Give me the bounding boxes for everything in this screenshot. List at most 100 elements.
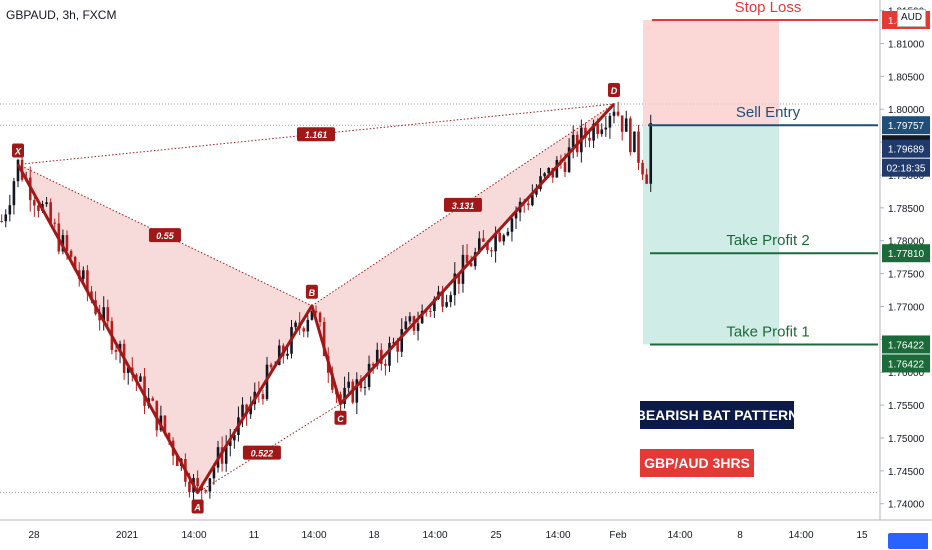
candle-body (49, 202, 52, 223)
candle-body (473, 252, 477, 267)
candle-body (322, 321, 326, 356)
candle-body (449, 295, 453, 303)
point-label-a: A (193, 503, 201, 513)
scroll-to-latest-button[interactable] (888, 533, 928, 549)
point-label-d: D (611, 86, 618, 96)
candle-body (114, 350, 118, 352)
candle-body (420, 310, 424, 324)
currency-tag[interactable]: AUD (897, 9, 926, 27)
candle-body (241, 404, 244, 418)
candle-body (37, 205, 40, 211)
ratio-label: 3.131 (452, 201, 475, 211)
candle-body (441, 291, 444, 307)
candle-body (453, 273, 457, 296)
candle-body (502, 235, 506, 242)
price-axis-label: 1.78000 (888, 237, 925, 248)
candle-body (637, 131, 640, 163)
annotation-box (640, 401, 794, 429)
price-badge-bg (882, 158, 930, 177)
time-axis-label: 15 (856, 530, 868, 541)
price-axis-label: 1.77000 (888, 302, 925, 313)
ratio-label: 0.55 (156, 231, 175, 241)
price-badge-label: 1.76422 (888, 359, 925, 370)
candle-body (404, 321, 408, 330)
candle-body (400, 329, 404, 352)
candle-body (592, 123, 595, 141)
candle-body (526, 203, 530, 206)
candle-body (567, 147, 571, 172)
candle-body (12, 181, 16, 206)
candle-body (641, 162, 644, 175)
candle-body (245, 404, 248, 415)
price-badge-bg (882, 335, 930, 354)
candle-body (649, 123, 653, 184)
price-badge-bg (882, 244, 930, 263)
ratio-label: 1.161 (305, 130, 328, 140)
candle-body (612, 111, 616, 116)
time-axis-label: 25 (490, 530, 502, 541)
candle-body (143, 376, 146, 406)
candle-body (469, 262, 473, 267)
candle-body (261, 394, 265, 400)
candle-body (106, 307, 110, 322)
time-axis-label: 28 (28, 530, 40, 541)
annotation-text: GBP/AUD 3HRS (644, 455, 750, 471)
candle-body (8, 205, 12, 215)
ratio-label-bg (148, 228, 181, 243)
candle-body (204, 490, 208, 492)
candle-body (514, 212, 518, 219)
candle-body (286, 353, 289, 356)
candle-body (535, 189, 538, 195)
candle-body (61, 235, 65, 252)
candle-body (343, 387, 346, 405)
time-axis-label: 8 (737, 530, 743, 541)
time-axis-label: 14:00 (667, 530, 692, 541)
candle-body (596, 123, 599, 134)
candle-body (645, 174, 648, 184)
candle-body (167, 433, 171, 441)
candle-body (490, 250, 493, 252)
ratio-label-bg (242, 445, 281, 460)
xab-triangle (18, 164, 312, 493)
candle-body (629, 118, 632, 153)
price-badge-bg (882, 354, 930, 373)
price-axis-label: 1.75500 (888, 401, 925, 412)
candle-body (547, 167, 550, 174)
candle-body (510, 218, 514, 232)
price-badge-label: 1.79757 (888, 121, 925, 132)
price-axis-label: 1.74000 (888, 500, 925, 511)
candle-body (588, 137, 591, 141)
candle-body (433, 298, 436, 311)
candle-body (126, 367, 130, 373)
level-label: Take Profit 1 (726, 323, 809, 340)
candle-body (543, 173, 546, 177)
candle-body (163, 415, 167, 434)
price-badge-bg (882, 139, 930, 158)
candle-body (228, 440, 232, 446)
candle-body (33, 200, 36, 206)
candle-body (416, 323, 420, 331)
candle-body (445, 302, 448, 307)
level-label: Stop Loss (735, 0, 802, 16)
price-badge-label: 1.79689 (888, 145, 925, 156)
candle-body (188, 481, 191, 493)
price-axis-label: 1.81000 (888, 39, 925, 50)
point-label-bg (191, 499, 204, 514)
candle-body (384, 363, 387, 366)
candle-body (151, 398, 155, 401)
candle-body (363, 387, 367, 389)
point-label-bg (12, 143, 24, 158)
candle-body (616, 111, 620, 116)
candle-body (212, 467, 216, 479)
price-axis-label: 1.77500 (888, 270, 925, 281)
candle-body (331, 372, 334, 390)
candle-body (388, 342, 391, 366)
price-badge-label: 1.77810 (888, 249, 925, 260)
annotation-text: BEARISH BAT PATTERN (636, 407, 799, 423)
candle-body (196, 478, 199, 487)
price-axis-label: 1.78500 (888, 204, 925, 215)
candle-body (465, 254, 469, 263)
candle-body (355, 379, 359, 403)
candle-body (584, 127, 587, 138)
